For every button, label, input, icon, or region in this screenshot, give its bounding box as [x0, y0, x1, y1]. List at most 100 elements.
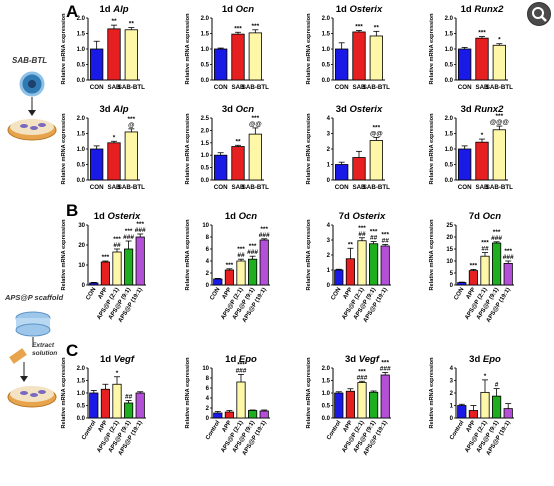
y-tick-label: 0.5 [77, 404, 86, 410]
x-tick-label: APP [221, 420, 233, 434]
x-tick-label: SAB-BTL [118, 84, 145, 91]
bar [236, 260, 246, 286]
y-tick-label: 0 [206, 416, 210, 422]
significance-label: ** [374, 24, 380, 31]
bar [124, 248, 134, 286]
x-tick-label: SAB [475, 84, 489, 91]
chart-title: 1d Vegf [100, 354, 135, 365]
bar [380, 245, 390, 286]
bar [458, 48, 472, 81]
bar [334, 392, 344, 419]
significance-label: *** [234, 25, 242, 32]
significance-label: ### [236, 368, 247, 375]
panel-label-a: A [66, 2, 78, 21]
x-tick-label: APP [221, 287, 233, 301]
y-axis-label: Relative mRNA expression [429, 219, 435, 291]
y-tick-label: 0 [327, 178, 331, 184]
chart-title: 3d Epo [469, 354, 501, 365]
chart-11: 7d Osterix Relative mRNA expression 0 1 2 3 4 C… [306, 211, 391, 324]
significance-label: ** [129, 21, 135, 28]
chart-8: 3d Runx2 Relative mRNA expression 0.0 0.5 1.… [429, 104, 513, 191]
y-tick-label: 4 [327, 116, 331, 122]
bar [224, 269, 234, 286]
y-tick-label: 2.5 [201, 116, 210, 122]
bar [380, 374, 390, 419]
bar [458, 148, 472, 181]
y-tick-label: 1.5 [77, 379, 86, 385]
y-tick-label: 1.5 [322, 379, 331, 385]
x-tick-label: CON [458, 84, 472, 91]
bar [457, 282, 467, 286]
significance-label: ** [111, 18, 117, 25]
x-tick-label: SAB [107, 184, 121, 191]
y-tick-label: 1.0 [201, 153, 210, 159]
y-tick-label: 4 [206, 396, 210, 402]
y-tick-label: 1.5 [445, 32, 454, 38]
significance-label: * [113, 134, 116, 141]
x-tick-label: SAB-BTL [242, 184, 269, 191]
zoom-button[interactable] [527, 2, 551, 26]
panel-label-b: B [66, 201, 78, 220]
y-tick-label: 0 [450, 283, 454, 289]
y-axis-label: Relative mRNA expression [185, 357, 191, 429]
y-tick-label: 0.5 [77, 63, 86, 69]
significance-label: @@ [370, 130, 383, 137]
y-tick-label: 2 [327, 147, 331, 153]
bar [135, 236, 145, 286]
bar [213, 278, 223, 286]
chart-14: 1d Epo Relative mRNA expression 0 2 4 6 8 10 Con… [185, 354, 270, 457]
significance-label: @@ [249, 121, 262, 128]
significance-label: *** [358, 225, 366, 232]
y-tick-label: 6 [206, 247, 210, 253]
y-tick-label: 3 [450, 379, 454, 385]
significance-label: *** [102, 254, 110, 261]
x-tick-label: SAB [352, 84, 366, 91]
y-tick-label: 20 [78, 243, 85, 249]
y-tick-label: 1.5 [201, 141, 210, 147]
significance-label: @ [128, 122, 134, 129]
bar [100, 388, 110, 419]
y-tick-label: 25 [446, 223, 453, 229]
bar [236, 381, 246, 419]
y-tick-label: 0.5 [201, 63, 210, 69]
chart-title: 3d Alp [99, 104, 128, 115]
x-tick-label: APP [342, 420, 354, 434]
significance-label: *** [260, 226, 268, 233]
chart-2: 1d Ocn Relative mRNA expression 0.0 0.5 1.0 1… [185, 4, 269, 91]
y-axis-label: Relative mRNA expression [306, 13, 312, 85]
significance-label: ### [259, 232, 270, 239]
bar [112, 251, 122, 286]
y-tick-label: 1.5 [322, 32, 331, 38]
bar [492, 395, 502, 419]
chart-4: 1d Runx2 Relative mRNA expression 0.0 0.5 1.… [429, 4, 513, 91]
bar [475, 37, 489, 81]
x-tick-label: SAB [352, 184, 366, 191]
x-tick-label: APP [465, 420, 477, 434]
bar [492, 129, 506, 181]
y-axis-label: Relative mRNA expression [61, 13, 67, 85]
bar [492, 44, 506, 81]
significance-label: * [481, 132, 484, 139]
x-tick-label: APP [465, 287, 477, 301]
significance-label: ## [113, 242, 121, 249]
y-tick-label: 20 [446, 235, 453, 241]
bar [89, 392, 99, 419]
significance-label: ### [491, 235, 502, 242]
bar [248, 133, 262, 181]
bar [475, 141, 489, 181]
y-tick-label: 1 [450, 404, 454, 410]
significance-label: # [495, 382, 499, 389]
y-tick-label: 1.0 [322, 391, 331, 397]
chart-16: 3d Epo Relative mRNA expression 0 1 2 3 4 Contr… [429, 354, 514, 457]
significance-label: * [498, 37, 501, 44]
x-tick-label: CON [335, 184, 349, 191]
significance-label: *** [493, 229, 501, 236]
x-tick-label: SAB-BTL [363, 84, 390, 91]
y-tick-label: 0.0 [77, 178, 86, 184]
significance-label: ## [237, 252, 245, 259]
significance-label: ## [481, 246, 489, 253]
y-tick-label: 4 [206, 259, 210, 265]
y-tick-label: 0.0 [445, 78, 454, 84]
y-tick-label: 0 [206, 283, 210, 289]
chart-13: 1d Vegf Relative mRNA expression 0.0 0.5 1.0… [61, 354, 146, 457]
